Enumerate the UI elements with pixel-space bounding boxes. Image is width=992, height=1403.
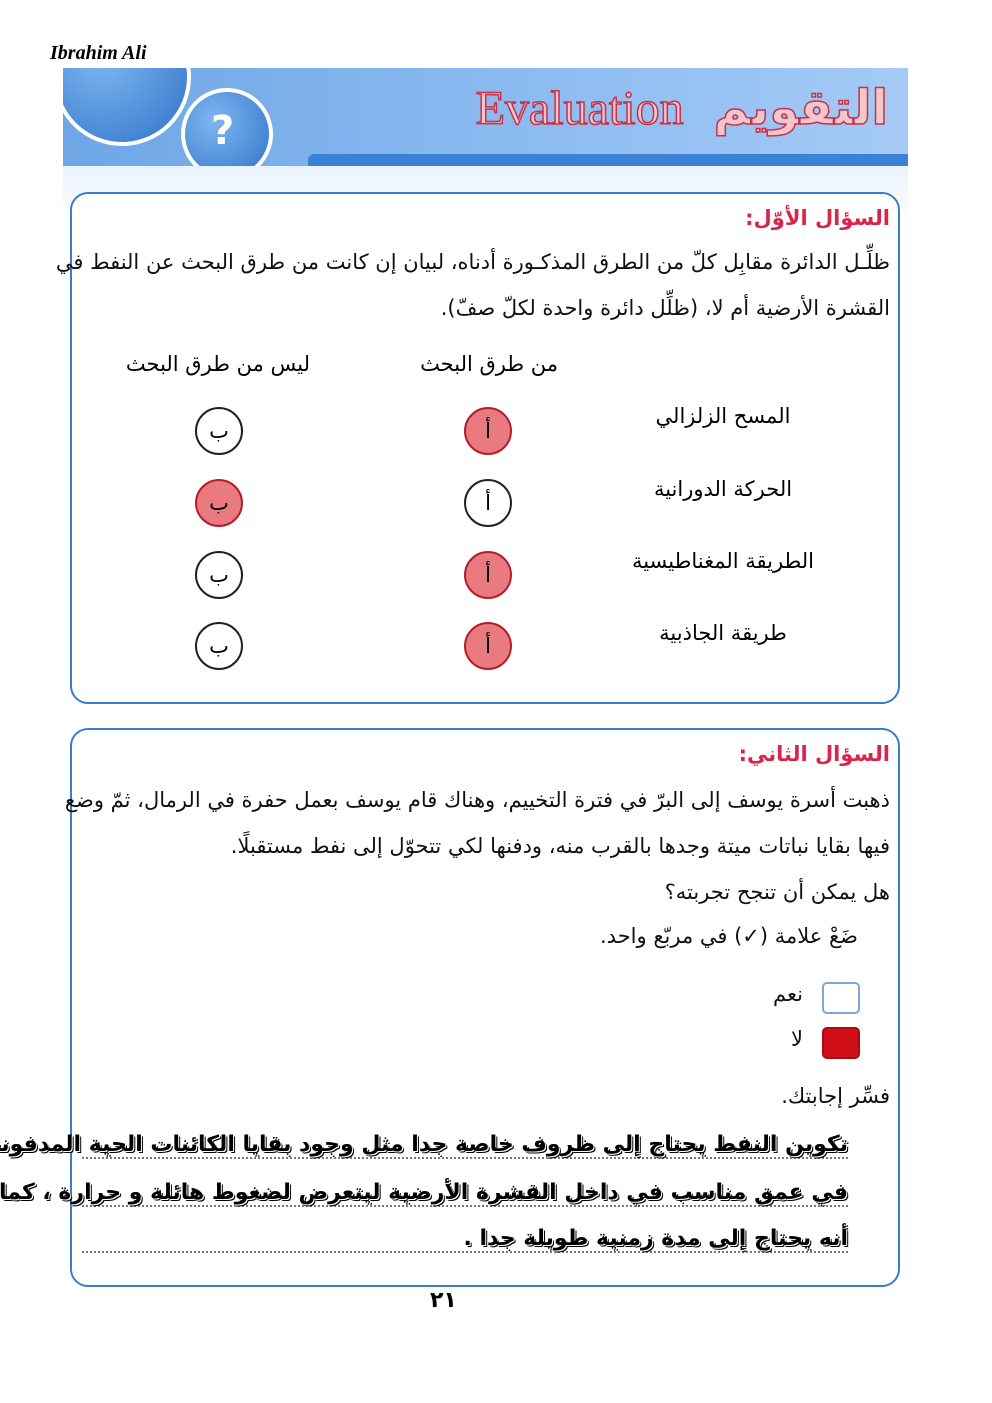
banner-title: التقويم Evaluation — [475, 79, 889, 137]
question-2-title: السؤال الثاني: — [738, 742, 890, 766]
question-1-title: السؤال الأوّل: — [745, 206, 890, 230]
row-label: الحركة الدورانية — [653, 477, 793, 501]
q2-paragraph-line-1: ذهبت أسرة يوسف إلى البرّ في فترة التخييم… — [64, 788, 890, 812]
q2-paragraph-line-2: فيها بقايا نباتات ميتة وجدها بالقرب منه،… — [230, 834, 890, 858]
bubble-decoration — [63, 68, 191, 146]
evaluation-banner: ? التقويم Evaluation — [63, 68, 908, 166]
option-a-circle[interactable]: أ — [464, 622, 512, 670]
author-name: Ibrahim Ali — [50, 42, 147, 64]
explain-label: فسِّر إجابتك. — [781, 1084, 890, 1108]
checkbox-no-label: لا — [791, 1027, 803, 1051]
column-header-no: ليس من طرق البحث — [125, 352, 310, 376]
row-label: الطريقة المغناطيسية — [631, 549, 815, 573]
question-bubble-icon: ? — [181, 88, 273, 166]
q1-instruction-line-1: ظلِّـل الدائرة مقابِل كلّ من الطرق المذك… — [55, 250, 890, 274]
title-english: Evaluation — [475, 81, 684, 136]
option-b-circle[interactable]: ب — [195, 622, 243, 670]
checkbox-yes[interactable] — [822, 982, 860, 1014]
question-1-box: السؤال الأوّل: ظلِّـل الدائرة مقابِل كلّ… — [55, 192, 900, 704]
q2-instruction: ضَعْ علامة (✓) في مربّع واحد. — [600, 924, 858, 948]
title-arabic: التقويم — [713, 79, 889, 137]
answer-line-1[interactable]: تكوين النفط يحتاج إلى ظروف خاصة جدا مثل … — [0, 1132, 848, 1159]
page-number: ٢١ — [430, 1288, 457, 1313]
answer-line-3[interactable]: أنه يحتاج إلى مدة زمنية طويلة جدا . — [82, 1226, 848, 1253]
option-a-circle[interactable]: أ — [464, 407, 512, 455]
banner-strip — [308, 154, 908, 166]
row-label: طريقة الجاذبية — [659, 621, 787, 645]
row-label: المسح الزلزالي — [655, 404, 791, 428]
checkbox-yes-label: نعم — [773, 982, 803, 1006]
column-header-yes: من طرق البحث — [420, 352, 558, 376]
option-b-circle[interactable]: ب — [195, 407, 243, 455]
option-a-circle[interactable]: أ — [464, 551, 512, 599]
answer-line-2[interactable]: في عمق مناسب في داخل القشرة الأرضية ليتع… — [0, 1180, 848, 1207]
checkbox-no[interactable] — [822, 1027, 860, 1059]
q1-instruction-line-2: القشرة الأرضية أم لا، (ظلِّل دائرة واحدة… — [440, 296, 890, 320]
q2-question: هل يمكن أن تنجح تجربته؟ — [664, 880, 890, 904]
option-b-circle[interactable]: ب — [195, 479, 243, 527]
question-2-box: السؤال الثاني: ذهبت أسرة يوسف إلى البرّ … — [0, 728, 900, 1287]
option-a-circle[interactable]: أ — [464, 479, 512, 527]
option-b-circle[interactable]: ب — [195, 551, 243, 599]
